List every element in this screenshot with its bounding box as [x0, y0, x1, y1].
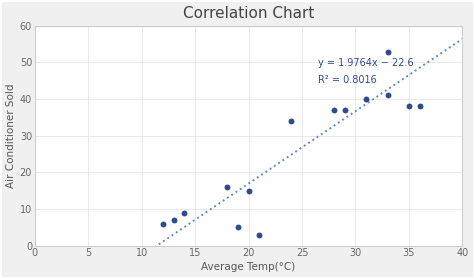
Point: [384, 49, 392, 54]
X-axis label: Average Temp(°C): Average Temp(°C): [201, 262, 296, 272]
Point: [341, 108, 348, 112]
Point: [330, 108, 338, 112]
Y-axis label: Air Conditioner Sold: Air Conditioner Sold: [6, 83, 16, 188]
Text: R² = 0.8016: R² = 0.8016: [318, 75, 377, 85]
Point: [234, 225, 242, 229]
Text: y = 1.9764x − 22.6: y = 1.9764x − 22.6: [318, 58, 414, 68]
Point: [288, 119, 295, 123]
Point: [405, 104, 413, 109]
Point: [362, 97, 370, 101]
Point: [416, 104, 423, 109]
Point: [170, 218, 178, 222]
Point: [223, 185, 231, 189]
Point: [159, 221, 167, 226]
Point: [384, 93, 392, 98]
Title: Correlation Chart: Correlation Chart: [183, 6, 314, 21]
Point: [255, 232, 263, 237]
Point: [245, 188, 252, 193]
Point: [181, 210, 188, 215]
